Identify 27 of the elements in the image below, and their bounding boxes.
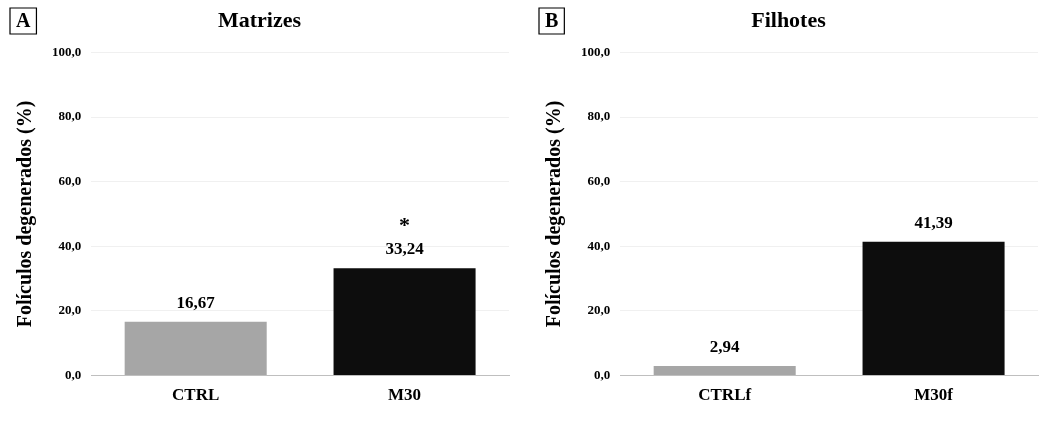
data-label: 16,67 bbox=[176, 292, 216, 312]
y-tick-label: 40,0 bbox=[58, 237, 82, 253]
chart-title: Filhotes bbox=[751, 6, 827, 32]
y-tick-label: 60,0 bbox=[587, 173, 611, 189]
y-tick-label: 100,0 bbox=[581, 43, 611, 59]
annotation: * bbox=[399, 211, 411, 237]
y-tick-label: 40,0 bbox=[587, 237, 611, 253]
y-tick-label: 0,0 bbox=[594, 366, 611, 382]
data-label: 2,94 bbox=[709, 336, 741, 356]
chart-title: Matrizes bbox=[217, 6, 302, 32]
y-tick-label: 0,0 bbox=[65, 366, 82, 382]
x-tick-label: M30f bbox=[914, 385, 954, 405]
y-tick-label: 80,0 bbox=[58, 108, 82, 124]
y-tick-label: 20,0 bbox=[587, 302, 611, 318]
data-label: 41,39 bbox=[914, 212, 953, 232]
y-axis-title: Folículos degenerados (%) bbox=[542, 100, 566, 328]
y-axis-title: Folículos degenerados (%) bbox=[13, 100, 37, 328]
x-tick-label: M30 bbox=[388, 385, 422, 405]
y-tick-label: 100,0 bbox=[52, 43, 82, 59]
y-tick-label: 80,0 bbox=[587, 108, 611, 124]
y-tick-label: 20,0 bbox=[58, 302, 82, 318]
x-tick-label: CTRL bbox=[172, 385, 220, 405]
y-tick-label: 60,0 bbox=[58, 173, 82, 189]
text: A bbox=[16, 9, 31, 32]
text: B bbox=[545, 9, 559, 32]
x-tick-label: CTRLf bbox=[698, 385, 752, 405]
data-label: 33,24 bbox=[385, 239, 425, 259]
